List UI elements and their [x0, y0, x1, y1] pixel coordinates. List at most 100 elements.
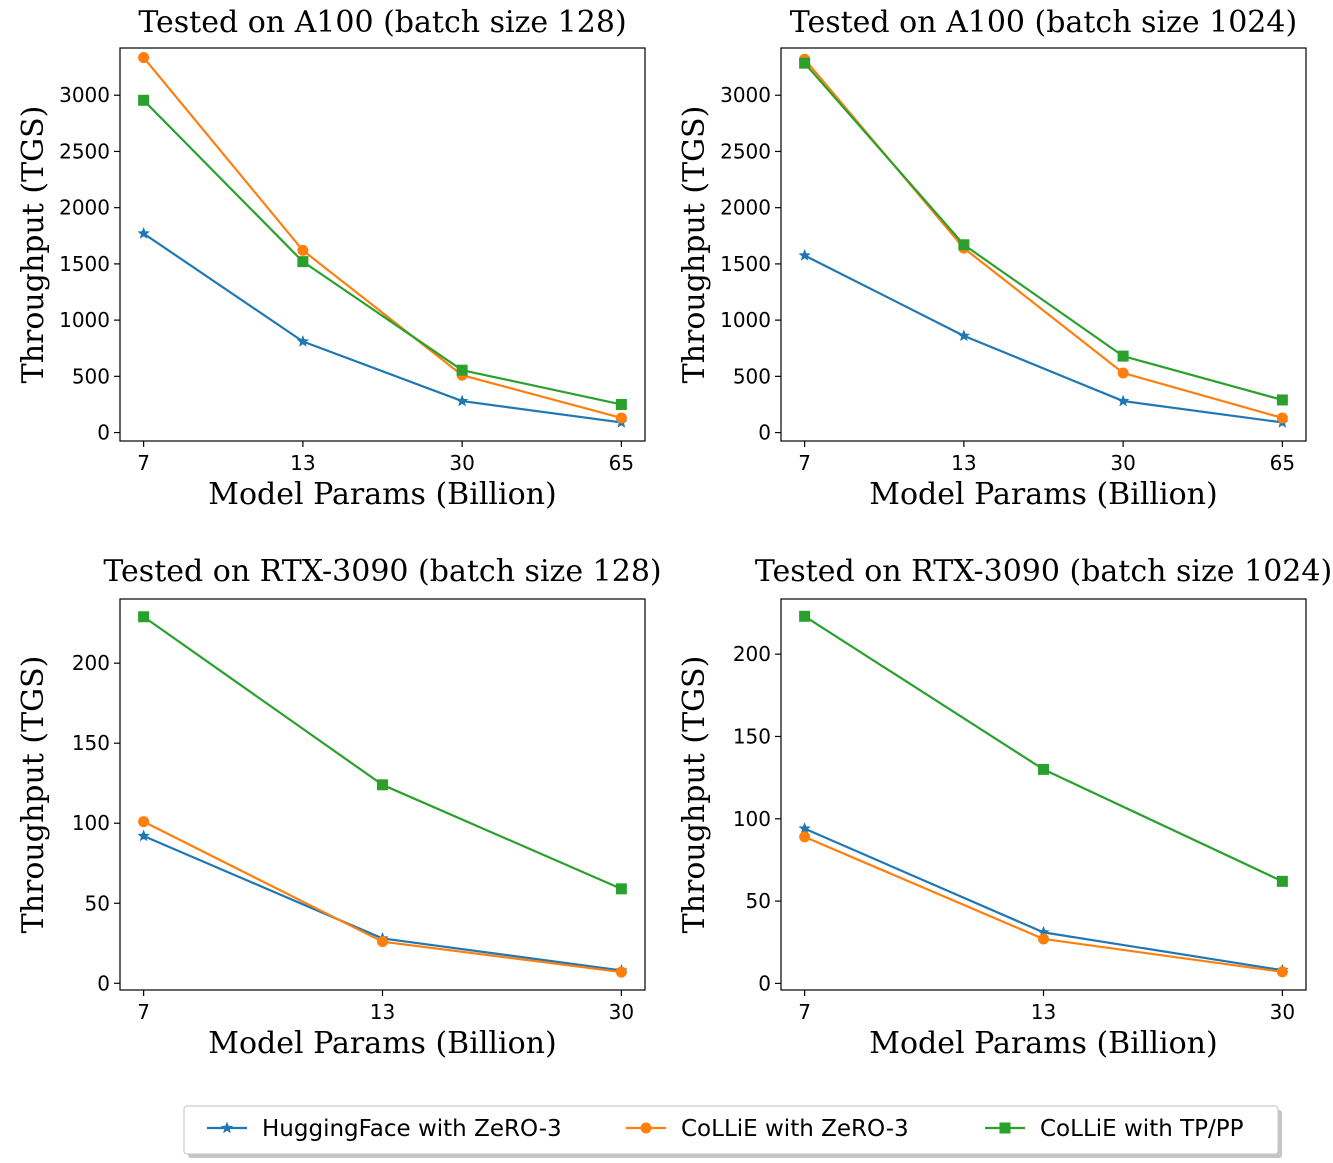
x-tick-label: 13 [290, 451, 315, 475]
x-tick-label: 7 [137, 1000, 150, 1024]
chart-panel-1: Tested on A100 (batch size 128) 0 500 1000 1… [16, 5, 646, 512]
y-tick-label: 100 [72, 811, 110, 835]
x-tick-label: 30 [609, 1000, 634, 1024]
y-tick-label: 3000 [59, 83, 110, 107]
y-tick-label: 1000 [59, 308, 110, 332]
x-tick-label: 7 [798, 1000, 811, 1024]
y-tick-label: 1500 [720, 252, 771, 276]
data-point [297, 244, 309, 256]
x-tick-label: 30 [1110, 451, 1135, 475]
data-point [138, 94, 150, 106]
x-tick-label: 7 [137, 451, 150, 475]
data-point [798, 822, 811, 834]
plot-frame [119, 47, 646, 442]
series-line-1 [804, 254, 1283, 424]
data-point [1276, 875, 1288, 887]
legend-box [183, 1105, 1279, 1155]
y-axis-label: Throughput (TGS) [16, 656, 51, 934]
y-axis-label: Throughput (TGS) [677, 106, 712, 384]
data-point [1117, 350, 1129, 362]
data-point [1037, 925, 1050, 938]
y-tick-label: 50 [85, 891, 110, 915]
series-line-2 [142, 56, 622, 420]
legend-label-2: CoLLiE with ZeRO-3 [681, 1116, 909, 1142]
data-point [1038, 763, 1049, 775]
legend-label-3: CoLLiE with TP/PP [1040, 1116, 1244, 1142]
x-tick-label: 30 [449, 451, 474, 475]
data-point [1276, 966, 1288, 978]
x-axis-label: Model Params (Billion) [869, 477, 1217, 512]
legend-marker-3 [999, 1122, 1011, 1134]
data-point [1116, 394, 1130, 407]
data-point [137, 227, 150, 239]
chart-title: Tested on A100 (batch size 128) [138, 5, 626, 40]
y-tick-label: 2500 [720, 139, 771, 163]
data-point [456, 364, 468, 376]
legend-marker-1 [220, 1121, 234, 1134]
x-axis-label: Model Params (Billion) [208, 1026, 556, 1061]
legend-label-1: HuggingFace with ZeRO-3 [262, 1116, 562, 1142]
series-line-3 [804, 615, 1283, 883]
chart-panel-2: Tested on A100 (batch size 1024) 0 500 1000… [677, 5, 1307, 512]
y-tick-label: 0 [758, 971, 771, 995]
y-tick-label: 100 [733, 807, 771, 831]
data-point [137, 829, 150, 842]
plot-frame [780, 47, 1307, 442]
x-tick-label: 65 [609, 451, 634, 475]
data-point [1117, 367, 1129, 379]
y-tick-label: 150 [72, 731, 110, 755]
y-tick-label: 3000 [720, 83, 771, 107]
data-point [296, 334, 310, 347]
data-point [138, 816, 150, 828]
series-line-2 [803, 58, 1283, 420]
data-point [615, 966, 627, 978]
y-tick-label: 500 [733, 364, 771, 388]
y-axis-label: Throughput (TGS) [16, 106, 51, 384]
data-point [799, 831, 811, 843]
chart-panel-4: Tested on RTX-3090 (batch size 1024) 0 50 1… [677, 554, 1332, 1061]
data-point [615, 398, 627, 410]
series-line-3 [142, 615, 622, 890]
series-line-1 [143, 232, 622, 424]
y-tick-label: 1000 [720, 308, 771, 332]
y-tick-label: 500 [72, 364, 110, 388]
y-tick-label: 200 [72, 651, 110, 675]
y-tick-label: 2500 [59, 139, 110, 163]
data-point [377, 936, 388, 948]
chart-panel-3: Tested on RTX-3090 (batch size 128) 0 50 10… [16, 554, 662, 1061]
data-point [377, 779, 388, 791]
data-point [957, 329, 971, 342]
data-point [615, 412, 627, 424]
y-tick-label: 150 [733, 724, 771, 748]
data-point [1276, 412, 1288, 424]
data-point [138, 611, 150, 623]
plot-frame [119, 598, 646, 991]
legend-marker-2 [640, 1122, 652, 1134]
plot-frame [780, 598, 1307, 991]
series-line-2 [143, 820, 622, 974]
series-line-1 [143, 835, 622, 972]
y-tick-label: 0 [758, 421, 771, 445]
data-point [799, 57, 811, 69]
y-tick-label: 0 [97, 421, 110, 445]
x-axis-label: Model Params (Billion) [208, 477, 556, 512]
chart-title: Tested on RTX-3090 (batch size 128) [103, 554, 661, 589]
data-point [798, 248, 811, 261]
x-axis-label: Model Params (Billion) [869, 1026, 1217, 1061]
x-tick-label: 7 [798, 451, 811, 475]
y-tick-label: 2000 [720, 196, 771, 220]
series-line-3 [803, 62, 1283, 402]
x-tick-label: 65 [1270, 451, 1295, 475]
x-tick-label: 13 [370, 1000, 395, 1024]
data-point [615, 883, 627, 895]
chart-title: Tested on A100 (batch size 1024) [790, 5, 1297, 40]
data-point [1038, 933, 1049, 945]
x-tick-label: 30 [1270, 1000, 1295, 1024]
series-line-2 [804, 835, 1283, 973]
y-axis-label: Throughput (TGS) [677, 656, 712, 934]
data-point [1276, 394, 1288, 406]
y-tick-label: 200 [733, 642, 771, 666]
data-point [958, 239, 970, 251]
y-tick-label: 50 [746, 889, 771, 913]
